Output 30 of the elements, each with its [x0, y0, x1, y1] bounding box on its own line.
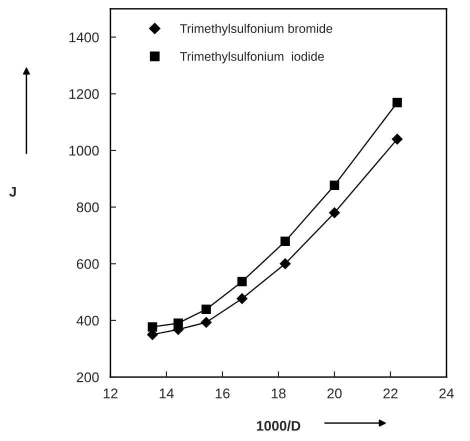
y-tick-label: 800 [76, 202, 99, 212]
y-axis-title: J [9, 186, 16, 197]
y-tick-label: 600 [76, 259, 99, 269]
point [200, 316, 212, 328]
y-tick-label: 1000 [70, 146, 99, 156]
x-tick-label: 16 [216, 388, 230, 398]
x-axis-title: 1000/D [256, 420, 300, 431]
x-tick-label: 24 [439, 388, 454, 398]
y-tick-label: 200 [76, 372, 99, 382]
point [148, 322, 158, 332]
point [174, 318, 183, 328]
x-tick-label: 20 [327, 388, 342, 398]
y-tick-label: 1400 [70, 32, 99, 42]
point [280, 236, 290, 246]
point [392, 134, 403, 145]
point [237, 276, 247, 286]
x-tick-label: 14 [160, 388, 174, 398]
x-tick-label: 18 [272, 388, 286, 398]
point [280, 258, 291, 270]
x-tick-label: 12 [104, 388, 118, 398]
y-tick-label: 1200 [70, 89, 99, 99]
point [392, 98, 402, 108]
point [202, 304, 211, 314]
legend-label: Trimethylsulfonium iodide [180, 52, 324, 64]
point [236, 293, 248, 304]
point [330, 180, 340, 190]
y-tick-label: 400 [76, 316, 99, 326]
point [329, 207, 340, 218]
x-tick-label: 22 [383, 388, 398, 398]
legend-label: Trimethylsulfonium bromide [180, 24, 332, 36]
